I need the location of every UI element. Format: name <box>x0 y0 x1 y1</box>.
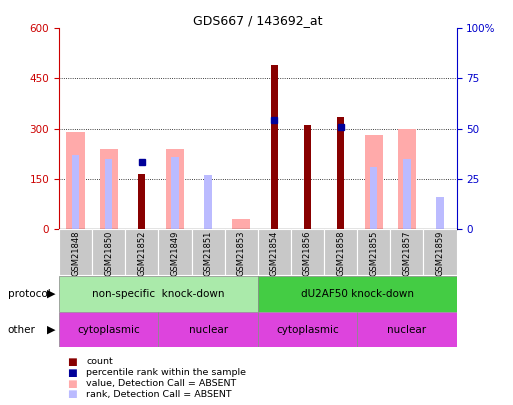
Text: protocol: protocol <box>8 289 50 299</box>
Bar <box>72 155 79 229</box>
Text: GSM21858: GSM21858 <box>336 231 345 276</box>
Text: GSM21850: GSM21850 <box>104 231 113 276</box>
Bar <box>67 132 85 229</box>
Bar <box>258 229 291 275</box>
Text: GSM21853: GSM21853 <box>236 231 246 276</box>
Bar <box>225 229 258 275</box>
Bar <box>59 276 258 312</box>
Text: GSM21856: GSM21856 <box>303 231 312 276</box>
Bar <box>370 167 378 229</box>
Bar <box>258 276 457 312</box>
Bar <box>92 229 125 275</box>
Text: nuclear: nuclear <box>188 325 228 335</box>
Text: dU2AF50 knock-down: dU2AF50 knock-down <box>301 289 413 299</box>
Bar <box>291 229 324 275</box>
Bar <box>59 312 159 347</box>
Bar <box>171 157 179 229</box>
Bar <box>423 229 457 275</box>
Text: cytoplasmic: cytoplasmic <box>77 325 140 335</box>
Text: GSM21859: GSM21859 <box>436 231 444 276</box>
Title: GDS667 / 143692_at: GDS667 / 143692_at <box>193 14 323 27</box>
Text: rank, Detection Call = ABSENT: rank, Detection Call = ABSENT <box>86 390 232 399</box>
Text: other: other <box>8 325 35 335</box>
Text: ■: ■ <box>67 379 76 388</box>
Text: ▶: ▶ <box>47 289 55 299</box>
Text: GSM21849: GSM21849 <box>170 231 180 276</box>
Bar <box>138 174 146 229</box>
Bar <box>159 312 258 347</box>
Text: GSM21852: GSM21852 <box>137 231 146 276</box>
Bar <box>191 229 225 275</box>
Bar <box>365 135 383 229</box>
Text: GSM21855: GSM21855 <box>369 231 378 276</box>
Bar <box>304 125 311 229</box>
Bar <box>357 229 390 275</box>
Text: GSM21857: GSM21857 <box>402 231 411 276</box>
Bar <box>437 197 444 229</box>
Bar <box>205 175 212 229</box>
Bar <box>258 312 357 347</box>
Bar <box>159 229 191 275</box>
Text: cytoplasmic: cytoplasmic <box>276 325 339 335</box>
Bar <box>105 159 112 229</box>
Text: ■: ■ <box>67 368 76 377</box>
Bar <box>324 229 357 275</box>
Bar <box>125 229 159 275</box>
Bar <box>337 117 344 229</box>
Bar <box>271 65 278 229</box>
Bar <box>398 129 416 229</box>
Text: value, Detection Call = ABSENT: value, Detection Call = ABSENT <box>86 379 236 388</box>
Text: non-specific  knock-down: non-specific knock-down <box>92 289 225 299</box>
Bar <box>100 149 118 229</box>
Bar <box>390 229 423 275</box>
Text: ■: ■ <box>67 390 76 399</box>
Text: GSM21851: GSM21851 <box>204 231 212 276</box>
Text: ▶: ▶ <box>47 325 55 335</box>
Text: GSM21854: GSM21854 <box>270 231 279 276</box>
Bar <box>59 229 92 275</box>
Text: ■: ■ <box>67 357 76 367</box>
Text: nuclear: nuclear <box>387 325 426 335</box>
Text: percentile rank within the sample: percentile rank within the sample <box>86 368 246 377</box>
Bar <box>166 149 184 229</box>
Bar <box>357 312 457 347</box>
Bar <box>232 220 250 229</box>
Bar <box>403 159 410 229</box>
Text: GSM21848: GSM21848 <box>71 231 80 276</box>
Text: count: count <box>86 357 113 366</box>
